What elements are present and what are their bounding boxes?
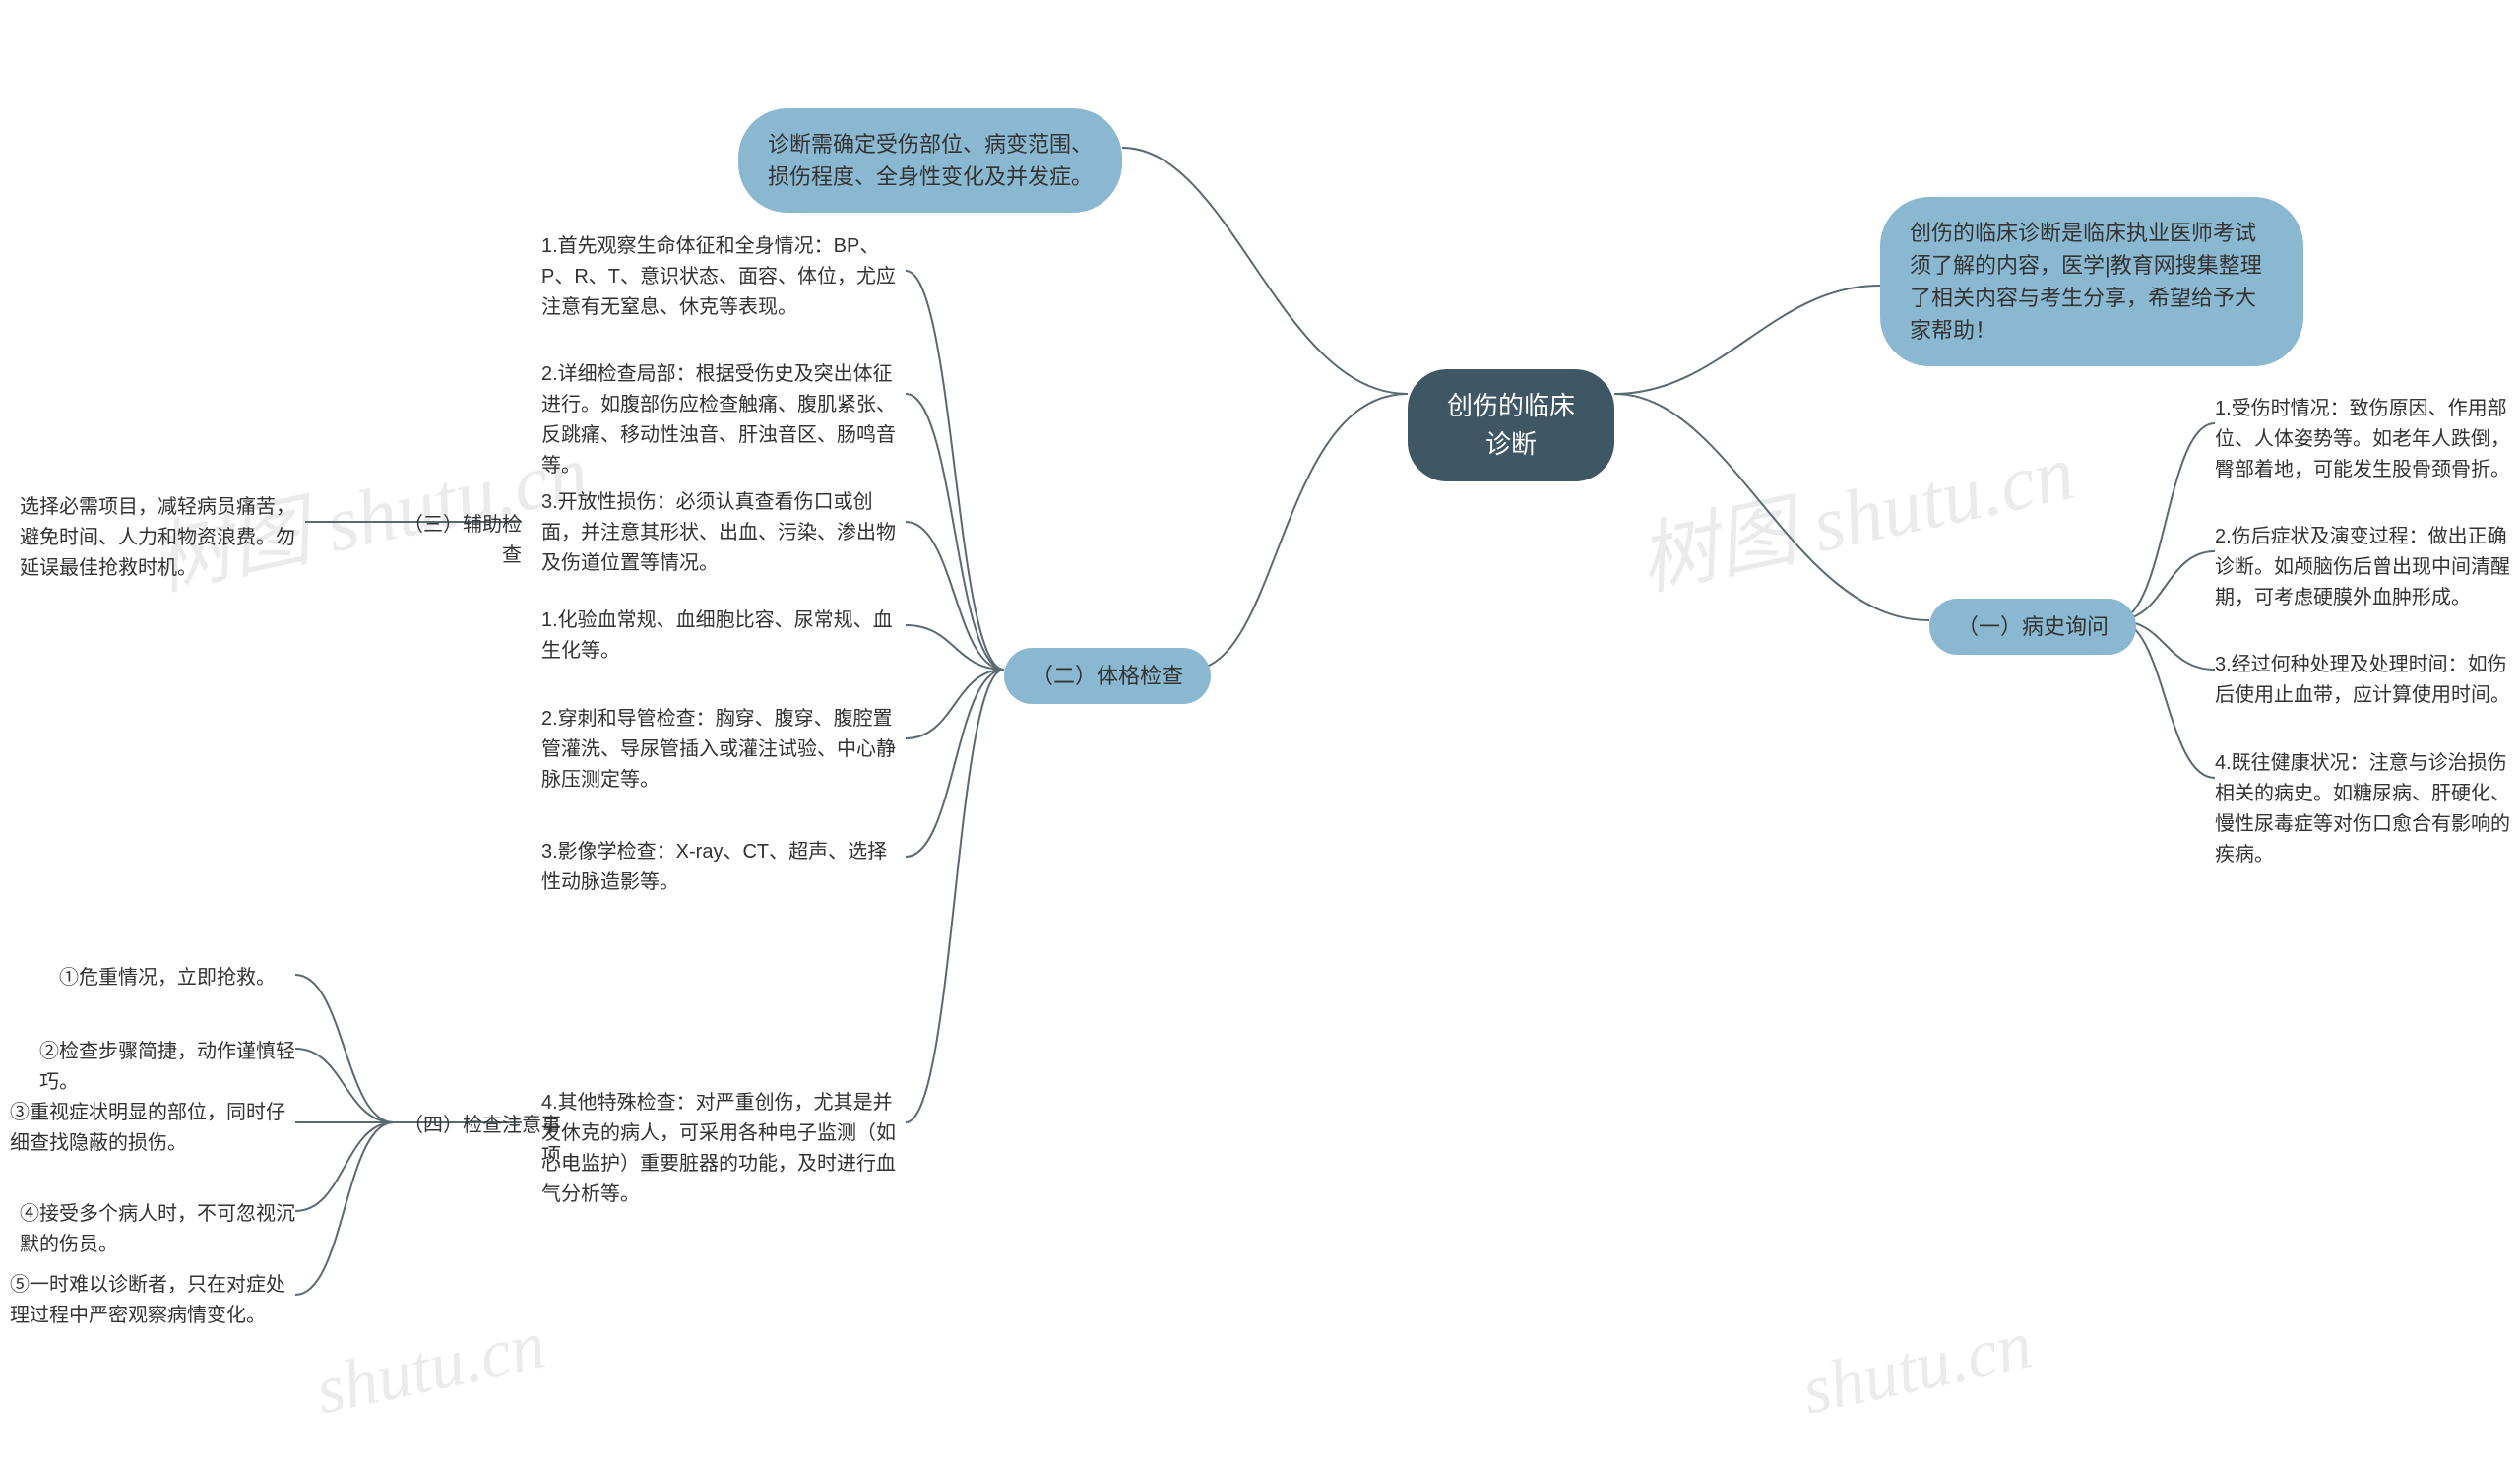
section-2-pill: （二）体格检查	[1004, 648, 1211, 704]
s4-item-1: ①危重情况，立即抢救。	[59, 963, 295, 993]
intro-bubble: 创伤的临床诊断是临床执业医师考试须了解的内容，医学|教育网搜集整理了相关内容与考…	[1880, 197, 2303, 366]
s4-item-3: ③重视症状明显的部位，同时仔细查找隐蔽的损伤。	[10, 1098, 295, 1159]
s2-item-6: 3.影像学检查：X-ray、CT、超声、选择性动脉造影等。	[541, 837, 906, 898]
s4-item-4: ④接受多个病人时，不可忽视沉默的伤员。	[20, 1199, 295, 1260]
s1-item-3: 3.经过何种处理及处理时间：如伤后使用止血带，应计算使用时间。	[2215, 650, 2510, 711]
s2-item-5: 2.穿刺和导管检查：胸穿、腹穿、腹腔置管灌洗、导尿管插入或灌注试验、中心静脉压测…	[541, 704, 906, 796]
watermark: shutu.cn	[309, 1306, 552, 1431]
s1-item-1: 1.受伤时情况：致伤原因、作用部位、人体姿势等。如老年人跌倒，臀部着地，可能发生…	[2215, 394, 2510, 485]
s2-item-2: 2.详细检查局部：根据受伤史及突出体征进行。如腹部伤应检查触痛、腹肌紧张、反跳痛…	[541, 359, 906, 481]
watermark: 树图 shutu.cn	[1627, 409, 2083, 612]
section-1-pill: （一）病史询问	[1929, 599, 2136, 655]
s4-item-5: ⑤一时难以诊断者，只在对症处理过程中严密观察病情变化。	[10, 1270, 295, 1331]
s2-item-3: 3.开放性损伤：必须认真查看伤口或创面，并注意其形状、出血、污染、渗出物及伤道位…	[541, 487, 906, 579]
s1-item-4: 4.既往健康状况：注意与诊治损伤相关的病史。如糖尿病、肝硬化、慢性尿毒症等对伤口…	[2215, 748, 2510, 870]
section-3-label: （三）辅助检查	[394, 510, 522, 571]
s2-item-4: 1.化验血常规、血细胞比容、尿常规、血生化等。	[541, 606, 906, 667]
root-node: 创伤的临床诊断	[1408, 369, 1614, 481]
s2-item-1: 1.首先观察生命体征和全身情况：BP、P、R、T、意识状态、面容、体位，尤应注意…	[541, 231, 906, 323]
summary-bubble: 诊断需确定受伤部位、病变范围、损伤程度、全身性变化及并发症。	[738, 108, 1122, 213]
s4-item-2: ②检查步骤简捷，动作谨慎轻巧。	[39, 1037, 295, 1098]
s1-item-2: 2.伤后症状及演变过程：做出正确诊断。如颅脑伤后曾出现中间清醒期，可考虑硬膜外血…	[2215, 522, 2510, 613]
s2-item-7: 4.其他特殊检查：对严重创伤，尤其是并发休克的病人，可采用各种电子监测（如心电监…	[541, 1088, 906, 1210]
s3-note: 选择必需项目，减轻病员痛苦，避免时间、人力和物资浪费。勿延误最佳抢救时机。	[20, 492, 305, 584]
watermark: shutu.cn	[1796, 1306, 2039, 1431]
section-4-label: （四）检查注意事项	[394, 1111, 561, 1172]
